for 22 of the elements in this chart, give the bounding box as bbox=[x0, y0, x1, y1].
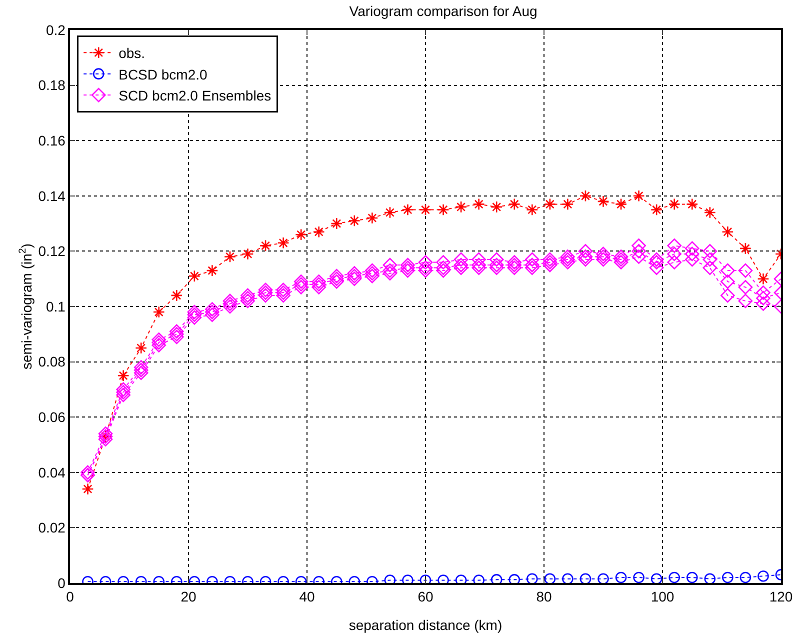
legend-label: BCSD bcm2.0 bbox=[118, 66, 208, 82]
y-tick-label: 0 bbox=[58, 574, 66, 591]
x-tick-label: 40 bbox=[299, 588, 315, 605]
y-tick-label: 0.08 bbox=[38, 354, 66, 370]
y-tick-label: 0.18 bbox=[38, 77, 66, 94]
y-tick-label: 0.16 bbox=[38, 132, 66, 148]
y-tick-label: 0.06 bbox=[38, 409, 66, 425]
y-tick-label: 0.12 bbox=[38, 243, 66, 260]
x-tick-label: 20 bbox=[180, 588, 196, 605]
y-tick-label: 0.14 bbox=[38, 188, 66, 204]
x-tick-label: 120 bbox=[769, 588, 793, 605]
legend-label: SCD bcm2.0 Ensembles bbox=[118, 87, 272, 104]
x-axis-title: separation distance (km) bbox=[348, 617, 502, 633]
y-tick-label: 0.1 bbox=[46, 298, 66, 314]
chart-title: Variogram comparison for Aug bbox=[349, 3, 538, 20]
x-tick-label: 100 bbox=[650, 588, 674, 605]
legend-label: obs. bbox=[118, 45, 146, 62]
y-tick-label: 0.02 bbox=[38, 520, 66, 536]
x-tick-label: 60 bbox=[418, 588, 434, 605]
x-tick-label: 80 bbox=[536, 588, 552, 605]
y-tick-label: 0.04 bbox=[38, 464, 66, 480]
y-tick-label: 0.2 bbox=[46, 22, 66, 38]
